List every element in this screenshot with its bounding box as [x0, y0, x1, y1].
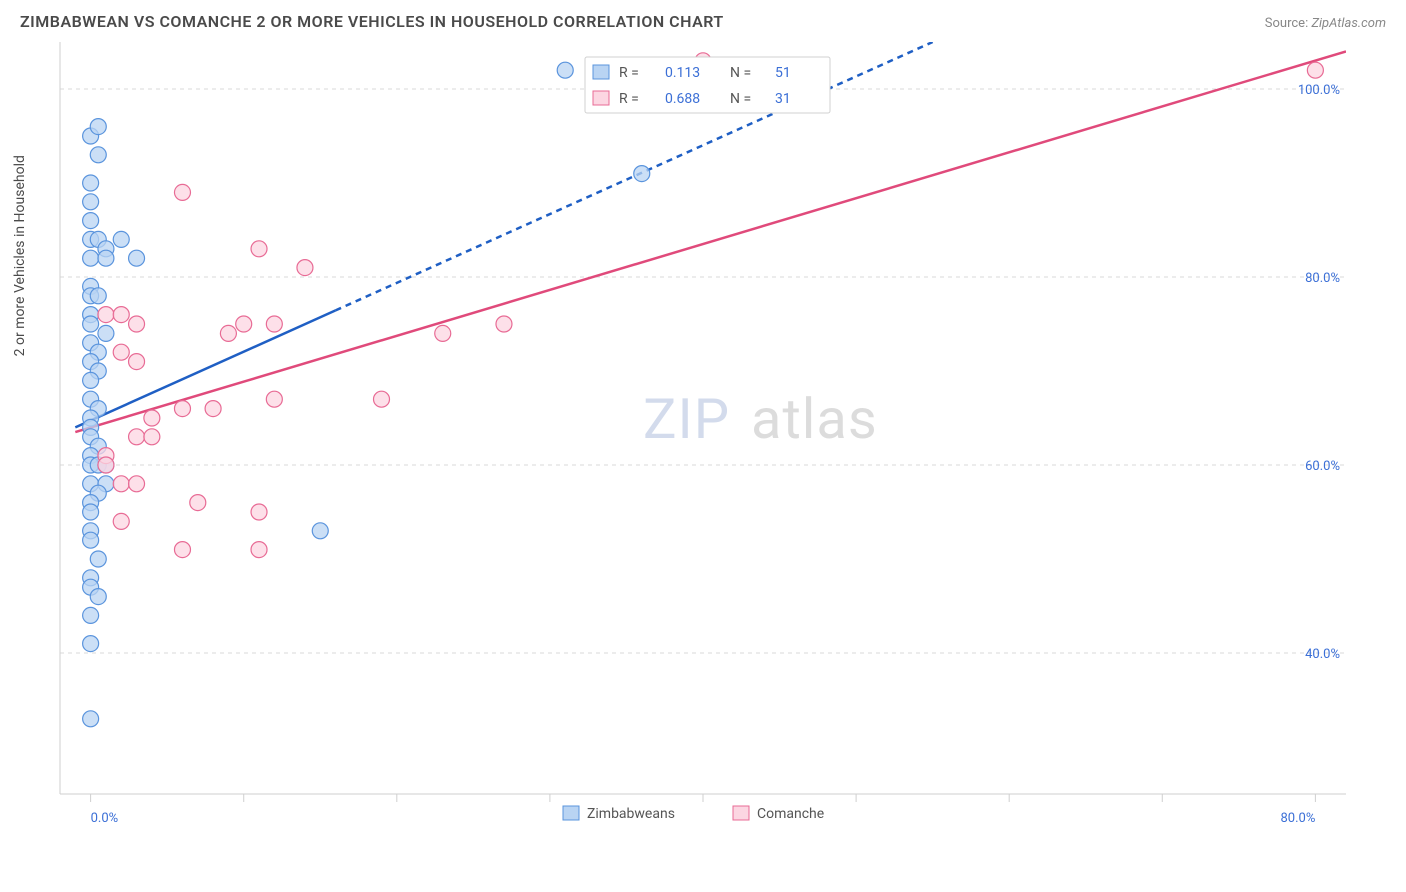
scatter-point — [83, 636, 99, 652]
legend-n-label: N = — [730, 65, 751, 81]
watermark: atlas — [751, 386, 878, 452]
scatter-chart: 0.0% 80.0% 40.0% 60.0% 80.0% 100.0% ZIP atlas R … — [20, 42, 1346, 834]
scatter-point — [129, 429, 145, 445]
source-label: Source: ZipAtlas.com — [1265, 12, 1386, 31]
legend-swatch — [593, 91, 609, 105]
scatter-point — [98, 325, 114, 341]
scatter-point — [251, 542, 267, 558]
scatter-point — [113, 231, 129, 247]
scatter-point — [83, 194, 99, 210]
scatter-point — [90, 551, 106, 567]
legend-n-value: 31 — [775, 91, 791, 107]
legend-series-label: Zimbabweans — [587, 806, 675, 822]
chart-title: ZIMBABWEAN VS COMANCHE 2 OR MORE VEHICLE… — [20, 12, 724, 31]
x-tick-label: 80.0% — [1281, 811, 1316, 826]
scatter-point — [144, 429, 160, 445]
scatter-point — [83, 372, 99, 388]
scatter-point — [205, 401, 221, 417]
source-link[interactable]: ZipAtlas.com — [1311, 16, 1386, 31]
scatter-point — [83, 504, 99, 520]
y-axis-label: 2 or more Vehicles in Household — [12, 155, 28, 356]
scatter-point — [1307, 62, 1323, 78]
scatter-point — [83, 711, 99, 727]
y-tick-label: 60.0% — [1305, 459, 1340, 474]
scatter-point — [83, 316, 99, 332]
scatter-point — [144, 410, 160, 426]
scatter-point — [83, 213, 99, 229]
y-tick-label: 40.0% — [1305, 647, 1340, 662]
legend-swatch — [563, 806, 579, 820]
scatter-point — [634, 166, 650, 182]
x-tick-label: 0.0% — [91, 811, 119, 826]
scatter-point — [174, 184, 190, 200]
scatter-point — [266, 391, 282, 407]
scatter-point — [374, 391, 390, 407]
legend-swatch — [593, 65, 609, 79]
scatter-point — [220, 325, 236, 341]
legend-r-label: R = — [619, 91, 639, 107]
legend-r-value: 0.113 — [665, 65, 700, 81]
legend-series-label: Comanche — [757, 806, 824, 822]
scatter-point — [297, 260, 313, 276]
scatter-point — [251, 504, 267, 520]
scatter-point — [90, 119, 106, 135]
legend-correlation: R = 0.113 N = 51 R = 0.688 N = 31 — [585, 57, 830, 113]
legend-r-label: R = — [619, 65, 639, 81]
scatter-point — [90, 147, 106, 163]
scatter-point — [98, 307, 114, 323]
scatter-point — [266, 316, 282, 332]
scatter-point — [98, 250, 114, 266]
chart-area: 2 or more Vehicles in Household 0.0%80.0… — [20, 42, 1386, 872]
y-tick-label: 100.0% — [1298, 83, 1340, 98]
scatter-point — [496, 316, 512, 332]
legend-n-value: 51 — [775, 65, 791, 81]
scatter-point — [83, 607, 99, 623]
watermark: ZIP — [643, 386, 730, 452]
scatter-point — [83, 175, 99, 191]
scatter-point — [174, 542, 190, 558]
legend-n-label: N = — [730, 91, 751, 107]
scatter-point — [557, 62, 573, 78]
scatter-point — [83, 532, 99, 548]
scatter-point — [190, 495, 206, 511]
scatter-point — [113, 513, 129, 529]
scatter-point — [129, 316, 145, 332]
legend-r-value: 0.688 — [665, 91, 700, 107]
scatter-point — [251, 241, 267, 257]
scatter-point — [435, 325, 451, 341]
scatter-point — [312, 523, 328, 539]
scatter-point — [113, 307, 129, 323]
scatter-point — [129, 354, 145, 370]
scatter-point — [129, 476, 145, 492]
legend-swatch — [733, 806, 749, 820]
y-tick-label: 80.0% — [1305, 271, 1340, 286]
scatter-point — [129, 250, 145, 266]
scatter-point — [113, 476, 129, 492]
scatter-point — [113, 344, 129, 360]
scatter-point — [236, 316, 252, 332]
scatter-point — [98, 457, 114, 473]
scatter-point — [174, 401, 190, 417]
scatter-point — [83, 250, 99, 266]
scatter-point — [90, 589, 106, 605]
scatter-point — [90, 288, 106, 304]
